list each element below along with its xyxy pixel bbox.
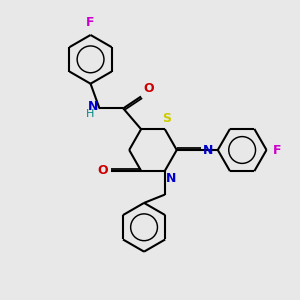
- Text: S: S: [162, 112, 171, 125]
- Text: F: F: [86, 16, 95, 29]
- Text: N: N: [166, 172, 177, 185]
- Text: H: H: [86, 109, 94, 119]
- Text: N: N: [88, 100, 98, 113]
- Text: N: N: [203, 143, 213, 157]
- Text: F: F: [272, 143, 281, 157]
- Text: O: O: [143, 82, 154, 95]
- Text: O: O: [98, 164, 108, 177]
